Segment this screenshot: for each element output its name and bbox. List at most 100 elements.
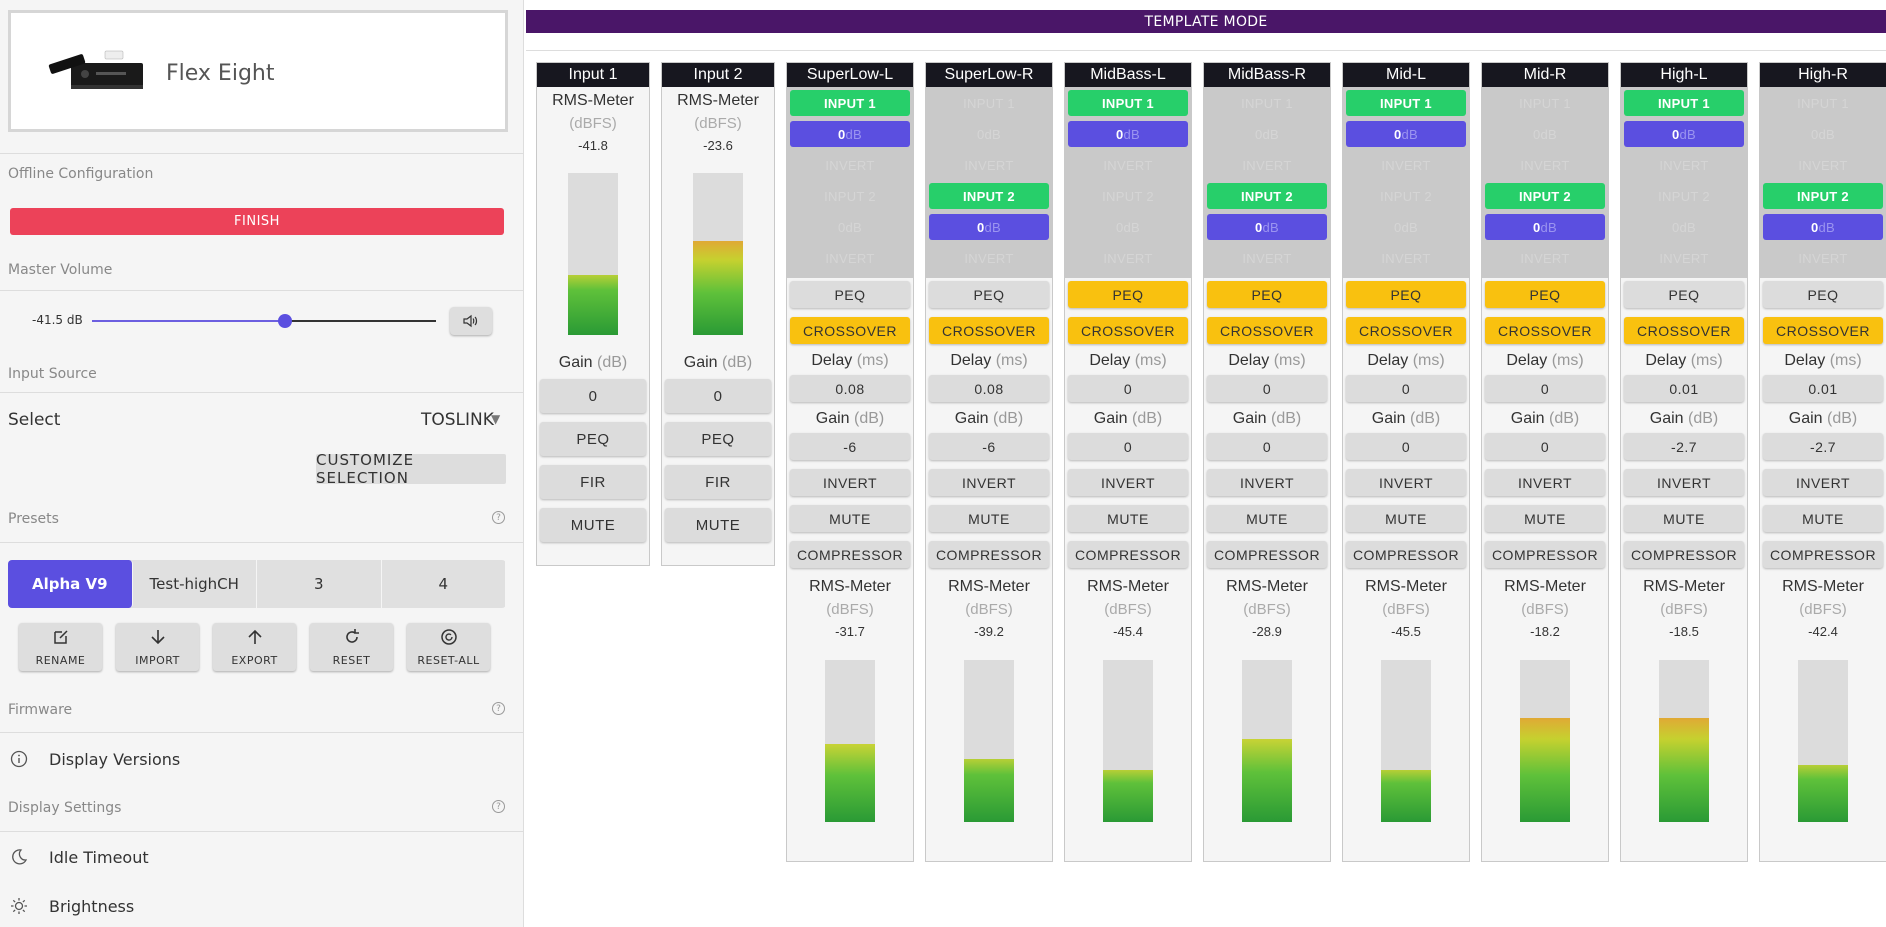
input1-gain-button[interactable]: 0 dB [1346,121,1466,147]
peq-button[interactable]: PEQ [790,281,910,308]
preset-tab[interactable]: Alpha V9 [8,560,133,608]
fir-button[interactable]: FIR [540,465,646,499]
input1-toggle[interactable]: INPUT 1 [1241,95,1293,111]
help-icon[interactable]: ? [492,511,505,524]
gain-value-button[interactable]: 0 [1068,433,1188,460]
input1-invert-toggle[interactable]: INVERT [1242,157,1292,173]
invert-button[interactable]: INVERT [1763,469,1883,496]
crossover-button[interactable]: CROSSOVER [790,317,910,344]
help-icon[interactable]: ? [492,702,505,715]
input2-toggle[interactable]: INPUT 2 [1207,183,1327,209]
input1-gain-button[interactable]: 0 dB [1485,121,1605,147]
invert-button[interactable]: INVERT [1207,469,1327,496]
input1-toggle[interactable]: INPUT 1 [1068,90,1188,116]
invert-button[interactable]: INVERT [1485,469,1605,496]
peq-button[interactable]: PEQ [1624,281,1744,308]
invert-button[interactable]: INVERT [929,469,1049,496]
gain-value-button[interactable]: 0 [1207,433,1327,460]
input2-invert-toggle[interactable]: INVERT [1103,250,1153,266]
delay-value-button[interactable]: 0 [1485,375,1605,402]
compressor-button[interactable]: COMPRESSOR [929,541,1049,568]
mute-button[interactable]: MUTE [1207,505,1327,532]
delay-value-button[interactable]: 0.01 [1763,375,1883,402]
mute-button[interactable]: MUTE [1763,505,1883,532]
input1-gain-button[interactable]: 0 dB [1624,121,1744,147]
mute-button[interactable]: MUTE [540,508,646,542]
display-versions-item[interactable]: Display Versions [0,748,524,772]
input2-invert-toggle[interactable]: INVERT [825,250,875,266]
input2-toggle[interactable]: INPUT 2 [824,188,876,204]
peq-button[interactable]: PEQ [929,281,1049,308]
peq-button[interactable]: PEQ [540,422,646,456]
rename-button[interactable]: RENAME [19,623,102,671]
invert-button[interactable]: INVERT [1068,469,1188,496]
input1-invert-toggle[interactable]: INVERT [1381,157,1431,173]
input1-invert-toggle[interactable]: INVERT [1520,157,1570,173]
input1-gain-button[interactable]: 0 dB [1207,121,1327,147]
reset-button[interactable]: RESET [310,623,393,671]
delay-value-button[interactable]: 0 [1207,375,1327,402]
mute-speaker-button[interactable] [450,307,492,335]
delay-value-button[interactable]: 0 [1068,375,1188,402]
input2-gain-button[interactable]: 0 dB [1346,214,1466,240]
gain-value-button[interactable]: 0 [665,379,771,413]
input2-gain-button[interactable]: 0 dB [929,214,1049,240]
input1-toggle[interactable]: INPUT 1 [1346,90,1466,116]
mute-button[interactable]: MUTE [1624,505,1744,532]
compressor-button[interactable]: COMPRESSOR [1207,541,1327,568]
volume-slider-handle[interactable] [277,314,292,328]
invert-button[interactable]: INVERT [1346,469,1466,496]
customize-selection-button[interactable]: CUSTOMIZE SELECTION [316,451,506,487]
delay-value-button[interactable]: 0 [1346,375,1466,402]
input2-invert-toggle[interactable]: INVERT [1659,250,1709,266]
compressor-button[interactable]: COMPRESSOR [1624,541,1744,568]
input-source-select[interactable]: TOSLINK [421,410,494,430]
gain-value-button[interactable]: 0 [1346,433,1466,460]
compressor-button[interactable]: COMPRESSOR [1346,541,1466,568]
input2-toggle[interactable]: INPUT 2 [1380,188,1432,204]
volume-slider[interactable] [92,314,436,328]
mute-button[interactable]: MUTE [665,508,771,542]
fir-button[interactable]: FIR [665,465,771,499]
gain-value-button[interactable]: -2.7 [1763,433,1883,460]
preset-tab[interactable]: 4 [382,560,506,608]
input2-invert-toggle[interactable]: INVERT [1381,250,1431,266]
input1-invert-toggle[interactable]: INVERT [825,157,875,173]
peq-button[interactable]: PEQ [1763,281,1883,308]
export-button[interactable]: EXPORT [213,623,296,671]
input1-gain-button[interactable]: 0 dB [1763,121,1883,147]
input2-toggle[interactable]: INPUT 2 [1763,183,1883,209]
peq-button[interactable]: PEQ [1485,281,1605,308]
crossover-button[interactable]: CROSSOVER [1207,317,1327,344]
peq-button[interactable]: PEQ [1346,281,1466,308]
input2-gain-button[interactable]: 0 dB [1207,214,1327,240]
peq-button[interactable]: PEQ [1207,281,1327,308]
input2-toggle[interactable]: INPUT 2 [1658,188,1710,204]
input2-toggle[interactable]: INPUT 2 [1485,183,1605,209]
invert-button[interactable]: INVERT [790,469,910,496]
peq-button[interactable]: PEQ [665,422,771,456]
peq-button[interactable]: PEQ [1068,281,1188,308]
mute-button[interactable]: MUTE [790,505,910,532]
crossover-button[interactable]: CROSSOVER [929,317,1049,344]
chevron-down-icon[interactable]: ▼ [491,412,501,426]
mute-button[interactable]: MUTE [929,505,1049,532]
crossover-button[interactable]: CROSSOVER [1346,317,1466,344]
delay-value-button[interactable]: 0.01 [1624,375,1744,402]
input1-invert-toggle[interactable]: INVERT [1103,157,1153,173]
preset-tab[interactable]: Test-highCH [133,560,257,608]
gain-value-button[interactable]: 0 [1485,433,1605,460]
input2-gain-button[interactable]: 0 dB [790,214,910,240]
crossover-button[interactable]: CROSSOVER [1763,317,1883,344]
mute-button[interactable]: MUTE [1485,505,1605,532]
reset-all-button[interactable]: RESET-ALL [407,623,490,671]
input1-gain-button[interactable]: 0 dB [929,121,1049,147]
input2-toggle[interactable]: INPUT 2 [929,183,1049,209]
idle-timeout-item[interactable]: Idle Timeout [0,846,524,870]
mute-button[interactable]: MUTE [1068,505,1188,532]
delay-value-button[interactable]: 0.08 [929,375,1049,402]
compressor-button[interactable]: COMPRESSOR [1763,541,1883,568]
delay-value-button[interactable]: 0.08 [790,375,910,402]
input2-invert-toggle[interactable]: INVERT [1520,250,1570,266]
input2-gain-button[interactable]: 0 dB [1485,214,1605,240]
